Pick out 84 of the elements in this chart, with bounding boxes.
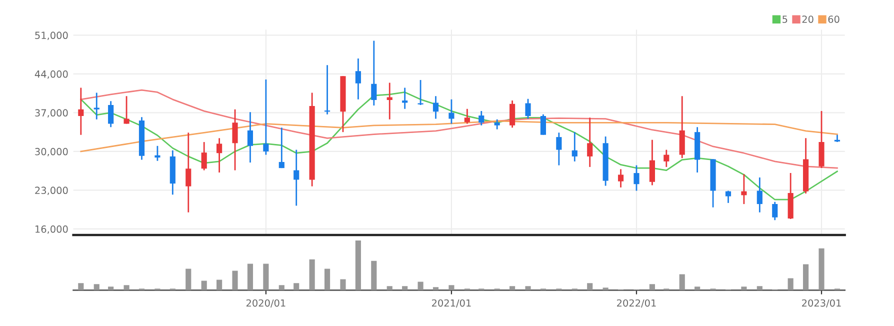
- candlestick: [124, 95, 130, 124]
- legend-label: 5: [782, 16, 788, 23]
- candlestick: [278, 126, 284, 169]
- bar: [247, 264, 254, 290]
- bar: [78, 283, 84, 290]
- bar: [694, 286, 700, 290]
- bar: [525, 286, 531, 290]
- bar: [108, 286, 114, 290]
- candlestick: [78, 87, 84, 136]
- candlestick: [186, 132, 192, 214]
- candlestick: [525, 98, 531, 120]
- candlestick: [371, 40, 377, 106]
- y-tick-label: 37,000: [35, 109, 68, 118]
- candlestick: [510, 100, 516, 128]
- line-series: [80, 89, 838, 169]
- bar: [294, 283, 300, 290]
- bar: [263, 264, 269, 290]
- bar: [649, 284, 655, 290]
- bar: [324, 268, 330, 290]
- y-tick-label: 16,000: [35, 225, 68, 234]
- x-tick-label: 2023/01: [802, 299, 841, 308]
- candlestick: [402, 87, 408, 110]
- bar: [679, 274, 685, 290]
- bar: [309, 259, 315, 290]
- candlestick: [649, 139, 655, 186]
- bar: [510, 286, 516, 290]
- candlestick: [216, 137, 222, 174]
- bar: [386, 286, 392, 290]
- bar: [448, 285, 454, 290]
- candlestick: [634, 164, 640, 192]
- candlestick: [772, 201, 778, 221]
- candlestick: [448, 98, 454, 124]
- candlestick: [201, 141, 207, 171]
- candlestick: [108, 100, 114, 128]
- y-tick-label: 51,000: [35, 32, 68, 40]
- bar: [418, 282, 424, 290]
- candlestick: [618, 168, 624, 188]
- bar: [278, 285, 284, 290]
- candlestick: [154, 145, 160, 162]
- candlestick: [741, 173, 747, 205]
- bar: [124, 285, 130, 290]
- candlestick: [587, 116, 593, 168]
- candlestick: [386, 82, 392, 120]
- bar: [402, 286, 408, 290]
- x-tick-label: 2020/01: [246, 299, 286, 308]
- candlestick: [232, 108, 238, 171]
- bar: [371, 260, 377, 290]
- candlestick: [494, 118, 500, 130]
- candlestick: [664, 149, 670, 168]
- candlestick: [756, 176, 762, 214]
- candlestick: [94, 92, 100, 120]
- x-tick-label: 2022/01: [617, 299, 656, 308]
- bar: [803, 264, 809, 290]
- candlestick: [572, 131, 578, 162]
- bar: [201, 280, 207, 290]
- line-series: [80, 120, 838, 152]
- candlestick: [432, 95, 439, 120]
- candlestick: [247, 111, 254, 164]
- legend-label: 20: [802, 16, 814, 23]
- candlestick: [540, 114, 546, 136]
- y-tick-label: 30,000: [35, 148, 68, 156]
- candlestick: [478, 110, 484, 126]
- bar: [587, 283, 593, 290]
- y-tick-label: 23,000: [35, 186, 68, 196]
- bar: [216, 280, 222, 290]
- candlestick: [725, 190, 732, 204]
- bar: [186, 268, 192, 290]
- bar: [818, 248, 824, 290]
- y-tick-label: 44,000: [34, 70, 68, 79]
- candlestick: [464, 108, 470, 124]
- bar: [94, 284, 100, 290]
- bar: [756, 286, 762, 290]
- candlestick: [556, 132, 562, 166]
- x-tick-label: 2021/01: [432, 299, 471, 308]
- legend-label: 60: [828, 16, 840, 23]
- bar: [788, 278, 794, 290]
- bar: [340, 279, 346, 290]
- bar: [741, 286, 747, 290]
- candlestick: [355, 58, 361, 100]
- bar: [232, 270, 238, 290]
- bar: [355, 240, 361, 290]
- candlestick: [294, 149, 300, 206]
- bar: [602, 288, 608, 290]
- bar: [432, 287, 439, 290]
